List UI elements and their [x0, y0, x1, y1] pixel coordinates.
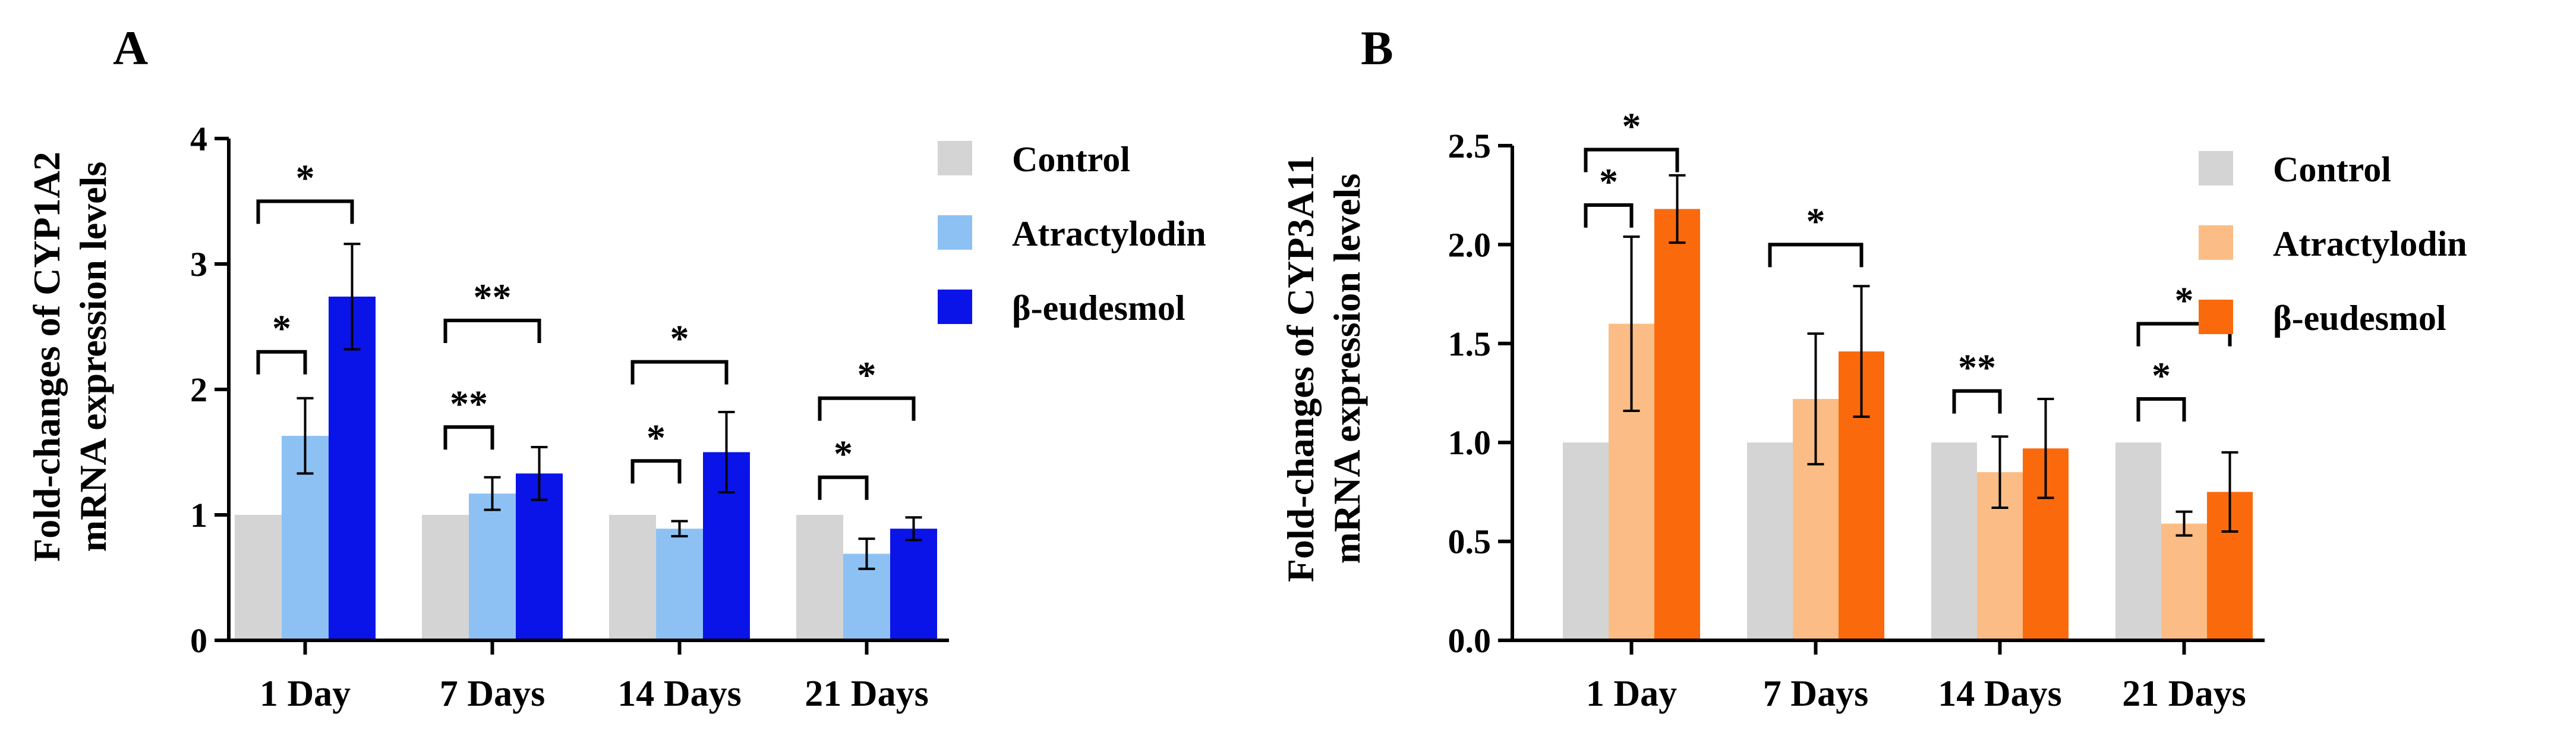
y-tick-label: 4 — [190, 120, 207, 158]
x-tick-label: 1 Day — [1586, 674, 1677, 714]
y-tick-label: 0.5 — [1448, 523, 1492, 561]
bar-atractylodin-2 — [469, 493, 516, 640]
legend-label: β-eudesmol — [2273, 298, 2446, 338]
y-tick-label: 0.0 — [1448, 621, 1492, 660]
bar--eudesmol-4 — [890, 529, 937, 640]
legend-label: Atractylodin — [2273, 224, 2467, 263]
significance-label: * — [647, 416, 666, 458]
legend-swatch — [2199, 300, 2233, 334]
bar--eudesmol-1 — [1654, 209, 1700, 641]
x-tick-label: 21 Days — [805, 674, 928, 714]
significance-label: ** — [474, 276, 512, 318]
legend: Control Atractylodin β-eudesmol — [938, 140, 1206, 328]
bar--eudesmol-1 — [329, 296, 376, 640]
bar--eudesmol-2 — [516, 473, 563, 640]
significance-bracket — [443, 318, 541, 343]
significance-label: * — [1806, 200, 1825, 242]
panel-label: B — [1361, 21, 1393, 75]
legend-label: Control — [1012, 140, 1130, 179]
x-tick-label: 21 Days — [2122, 674, 2246, 714]
significance-label: ** — [450, 382, 488, 425]
y-tick-label: 3 — [190, 245, 207, 284]
y-axis-title-line2: mRNA expression levels — [72, 162, 114, 552]
x-tick-label: 1 Day — [260, 674, 351, 714]
bar-control-2 — [422, 515, 469, 640]
bar-control-4 — [796, 515, 843, 640]
bar-control-2 — [1747, 442, 1793, 640]
y-tick-label: 1.0 — [1448, 423, 1492, 462]
x-tick-label: 7 Days — [1763, 674, 1868, 714]
legend-label: Atractylodin — [1012, 214, 1206, 253]
legend-swatch — [938, 141, 972, 175]
y-tick-label: 0 — [190, 621, 207, 660]
significance-label: * — [670, 317, 689, 360]
bar-atractylodin-3 — [656, 529, 703, 640]
significance-bracket — [2136, 322, 2232, 347]
bar-control-3 — [1931, 442, 1977, 640]
significance-bracket — [256, 350, 307, 375]
significance-bracket — [1584, 203, 1634, 228]
bar-control-1 — [1563, 442, 1609, 640]
y-tick-label: 1.5 — [1448, 325, 1492, 363]
significance-bracket — [1768, 243, 1864, 268]
bar-control-4 — [2115, 442, 2161, 640]
significance-label: ** — [1958, 347, 1996, 389]
bar-control-1 — [235, 515, 282, 640]
bar-atractylodin-4 — [2161, 523, 2207, 640]
panel-label: A — [113, 21, 148, 75]
significance-bracket — [630, 459, 682, 484]
legend-swatch — [2199, 151, 2233, 186]
y-axis-title-line1: Fold-changes of CYP1A2 — [26, 152, 68, 562]
panel-b: B Fold-changes of CYP3A11 mRNA expressio… — [1279, 21, 2467, 714]
significance-bracket — [443, 425, 494, 450]
legend-swatch — [2199, 225, 2233, 260]
legend-swatch — [938, 215, 972, 250]
significance-bracket — [818, 396, 916, 421]
significance-bracket — [818, 475, 869, 500]
legend-swatch — [938, 290, 972, 324]
bar-control-3 — [609, 515, 656, 640]
panel-a: A Fold-changes of CYP1A2 mRNA expression… — [26, 21, 1206, 714]
significance-label: * — [834, 433, 853, 475]
significance-label: * — [272, 307, 291, 350]
y-tick-label: 2.5 — [1448, 127, 1492, 165]
significance-bracket — [1584, 147, 1679, 172]
y-axis-title-line2: mRNA expression levels — [1326, 174, 1368, 564]
significance-label: * — [2175, 279, 2194, 322]
y-axis-title-line1: Fold-changes of CYP3A11 — [1279, 155, 1322, 582]
x-tick-label: 7 Days — [440, 674, 545, 714]
significance-bracket — [1952, 389, 2002, 414]
significance-label: * — [296, 157, 315, 199]
significance-bracket — [2136, 397, 2186, 422]
legend-label: β-eudesmol — [1012, 288, 1185, 328]
plot-area: 0.0 0.5 1.0 1.5 2.0 2.5 1 Day 7 Days 14 Days 21 D… — [1448, 105, 2265, 714]
y-tick-label: 2.0 — [1448, 225, 1492, 264]
significance-label: * — [1599, 161, 1618, 203]
x-tick-label: 14 Days — [617, 674, 741, 714]
significance-label: * — [2152, 354, 2171, 397]
significance-label: * — [1622, 105, 1641, 147]
legend: Control Atractylodin β-eudesmol — [2199, 150, 2467, 338]
y-tick-label: 1 — [190, 496, 207, 535]
y-tick-label: 2 — [190, 370, 207, 409]
significance-label: * — [857, 354, 876, 396]
significance-bracket — [630, 360, 729, 385]
legend-label: Control — [2273, 150, 2391, 189]
significance-bracket — [256, 199, 354, 224]
x-tick-label: 14 Days — [1938, 674, 2061, 714]
